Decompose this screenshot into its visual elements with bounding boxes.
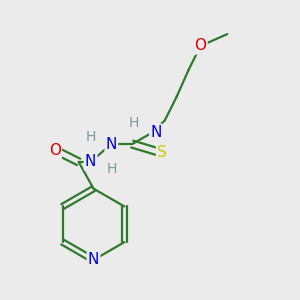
Text: N: N	[85, 154, 96, 169]
Text: N: N	[150, 125, 162, 140]
Text: O: O	[194, 38, 206, 53]
Text: H: H	[85, 130, 96, 144]
Text: N: N	[106, 136, 117, 152]
Text: H: H	[128, 116, 139, 130]
Text: N: N	[88, 253, 99, 268]
Text: H: H	[106, 162, 116, 176]
Text: O: O	[49, 142, 61, 158]
Text: S: S	[157, 146, 167, 160]
